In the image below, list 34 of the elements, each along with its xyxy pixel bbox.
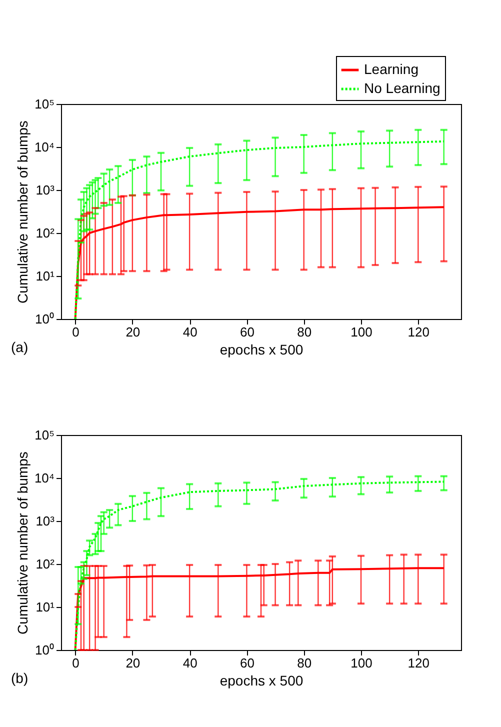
x-tick-label: 40 xyxy=(182,656,198,670)
y-tick-label: 10⁵ xyxy=(34,96,54,112)
text: (b) xyxy=(11,670,28,686)
x-tick-label: 60 xyxy=(240,324,254,340)
y-tick-label: 10⁰ xyxy=(35,312,54,326)
x-tick-label: 120 xyxy=(408,656,430,670)
y-tick-label: 10¹ xyxy=(36,600,56,614)
y-axis-title: Cumulative number of bumps xyxy=(14,120,30,304)
y-tick-label: 10² xyxy=(36,556,56,572)
x-tick-label: 20 xyxy=(126,324,140,340)
legend-label: Learning xyxy=(364,61,418,77)
x-tick-label: 80 xyxy=(297,324,312,340)
y-tick-label: 10² xyxy=(36,226,56,240)
x-tick-label: 0 xyxy=(72,656,80,670)
y-tick-label: 10³ xyxy=(36,514,56,528)
x-tick-label: 40 xyxy=(182,324,198,340)
text: (a) xyxy=(11,339,28,355)
x-tick-label: 120 xyxy=(408,324,430,340)
x-tick-label: 20 xyxy=(126,656,140,670)
x-tick-label: 60 xyxy=(240,656,254,670)
x-axis-title: epochs x 500 xyxy=(220,672,304,688)
x-tick-label: 80 xyxy=(297,656,312,670)
y-tick-label: 10⁰ xyxy=(35,642,54,658)
y-tick-label: 10³ xyxy=(36,182,56,198)
y-tick-label: 10¹ xyxy=(36,268,56,284)
y-tick-label: 10⁵ xyxy=(34,428,54,442)
x-tick-label: 100 xyxy=(350,324,372,340)
x-tick-label: 0 xyxy=(72,324,80,340)
y-axis-title: Cumulative number of bumps xyxy=(14,452,30,634)
y-tick-label: 10⁴ xyxy=(34,140,54,154)
y-tick-label: 10⁴ xyxy=(34,470,54,486)
x-axis-title: epochs x 500 xyxy=(220,342,304,358)
x-tick-label: 100 xyxy=(350,656,372,670)
legend-label: No Learning xyxy=(364,80,440,96)
